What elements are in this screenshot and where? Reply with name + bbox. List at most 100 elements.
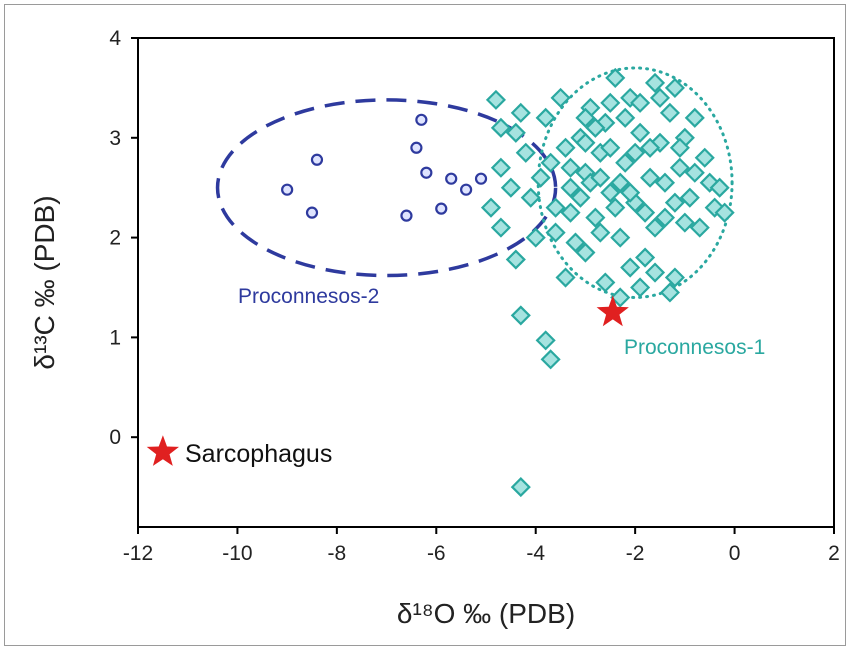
star-marker <box>146 435 179 466</box>
proconnesos-1-point <box>640 137 661 158</box>
proconnesos-1-point <box>585 207 606 228</box>
x-tick-label: -8 <box>328 542 347 565</box>
proconnesos-1-point <box>630 122 651 143</box>
proconnesos-1-point <box>684 162 705 183</box>
proconnesos-1-point <box>644 72 666 93</box>
proconnesos-1-point <box>540 349 561 370</box>
proconnesos-2-point <box>420 166 433 179</box>
proconnesos-2-point <box>474 172 488 185</box>
proconnesos-2-point <box>445 172 458 185</box>
proconnesos-1-point <box>520 187 541 208</box>
proconnesos-1-point <box>505 122 526 143</box>
chart-frame: -12 -10 -8 -6 -4 -2 0 2 0 1 2 3 4 Proconnesos-2 Pro… <box>4 4 846 646</box>
proconnesos-1-point <box>605 67 626 88</box>
y-axis-ticks: 0 1 2 3 4 <box>109 27 138 449</box>
proconnesos-1-point <box>620 257 641 278</box>
proconnesos-1-point <box>664 77 685 98</box>
proconnesos-1-point <box>505 249 526 270</box>
proconnesos-1-point <box>625 142 646 163</box>
proconnesos-1-point <box>490 117 511 138</box>
proconnesos-1-point <box>644 262 666 283</box>
proconnesos-1-point <box>595 272 616 293</box>
proconnesos-2-point <box>305 206 319 219</box>
proconnesos-1-point <box>600 137 621 158</box>
proconnesos-2-point <box>460 183 473 196</box>
proconnesos-1-point <box>640 167 661 188</box>
y-tick-label: 3 <box>109 127 121 150</box>
proconnesos-1-point <box>535 330 556 351</box>
scatter-chart: -12 -10 -8 -6 -4 -2 0 2 0 1 2 3 4 Proconnesos-2 Pro… <box>29 27 840 629</box>
proconnesos-1-point <box>510 102 531 123</box>
proconnesos-1-point <box>709 177 730 198</box>
annotation-sarcophagus: Sarcophagus <box>185 440 332 468</box>
proconnesos-1-point <box>674 212 695 233</box>
proconnesos-1-point <box>590 222 611 243</box>
proconnesos-1-point <box>590 167 611 188</box>
proconnesos-1-point <box>525 227 546 248</box>
proconnesos-1-point <box>545 197 566 218</box>
x-axis-ticks: -12 -10 -8 -6 -4 -2 0 2 <box>123 527 840 565</box>
proconnesos-1-point <box>644 217 666 238</box>
y-tick-label: 2 <box>109 227 121 250</box>
plot-area <box>137 37 835 528</box>
proconnesos-1-point <box>565 232 586 253</box>
ellipse-layer <box>215 66 734 299</box>
proconnesos-1-point <box>669 137 690 158</box>
proconnesos-1-point <box>550 87 571 108</box>
x-tick-label: 0 <box>729 542 741 565</box>
x-tick-label: 2 <box>828 542 840 565</box>
proconnesos-1-point <box>610 227 631 248</box>
points-layer <box>146 67 735 498</box>
y-axis-title: δ¹³C ‰ (PDB) <box>29 195 60 369</box>
proconnesos-2-point <box>310 153 324 166</box>
proconnesos-1-point <box>555 137 576 158</box>
proconnesos-1-point <box>610 172 631 193</box>
annotation-proconnesos-2: Proconnesos-2 <box>238 285 379 308</box>
proconnesos-1-point <box>615 107 636 128</box>
proconnesos-1-point <box>515 142 536 163</box>
x-tick-label: -10 <box>222 542 252 565</box>
group-ellipse <box>536 66 734 299</box>
proconnesos-1-point <box>530 167 551 188</box>
proconnesos-2-point <box>435 202 448 215</box>
proconnesos-2-point <box>281 183 294 196</box>
proconnesos-1-point <box>635 247 656 268</box>
proconnesos-1-point <box>679 187 700 208</box>
proconnesos-1-point <box>585 117 606 138</box>
proconnesos-1-point <box>560 157 581 178</box>
proconnesos-1-point <box>490 157 511 178</box>
proconnesos-1-point <box>485 89 506 110</box>
star-marker <box>596 295 629 327</box>
proconnesos-1-point <box>575 107 596 128</box>
proconnesos-1-point <box>630 277 651 298</box>
proconnesos-1-point <box>600 92 621 113</box>
proconnesos-1-point <box>659 282 680 303</box>
proconnesos-1-point <box>545 222 566 243</box>
proconnesos-1-point <box>575 132 596 153</box>
proconnesos-1-point <box>694 147 715 168</box>
proconnesos-1-point <box>635 202 656 223</box>
proconnesos-2-point <box>410 141 423 154</box>
proconnesos-1-point <box>560 177 581 198</box>
proconnesos-1-point <box>684 107 705 128</box>
proconnesos-1-point <box>560 202 581 223</box>
x-tick-label: -6 <box>427 542 446 565</box>
proconnesos-1-point <box>600 182 621 203</box>
proconnesos-1-point <box>669 157 690 178</box>
proconnesos-1-point <box>605 197 626 218</box>
group-ellipse <box>215 98 558 278</box>
proconnesos-1-point <box>535 107 556 128</box>
proconnesos-1-point <box>659 102 680 123</box>
y-tick-label: 0 <box>109 426 121 449</box>
proconnesos-1-point <box>714 202 735 223</box>
x-tick-label: -2 <box>626 542 645 565</box>
proconnesos-1-point <box>575 242 596 263</box>
proconnesos-2-point <box>415 113 428 126</box>
proconnesos-1-point <box>654 172 676 193</box>
proconnesos-1-point <box>654 207 676 228</box>
annotation-proconnesos-1: Proconnesos-1 <box>624 336 765 359</box>
proconnesos-1-point <box>570 187 591 208</box>
proconnesos-1-point <box>510 477 531 498</box>
y-tick-label: 1 <box>109 326 121 349</box>
proconnesos-1-point <box>480 197 502 218</box>
